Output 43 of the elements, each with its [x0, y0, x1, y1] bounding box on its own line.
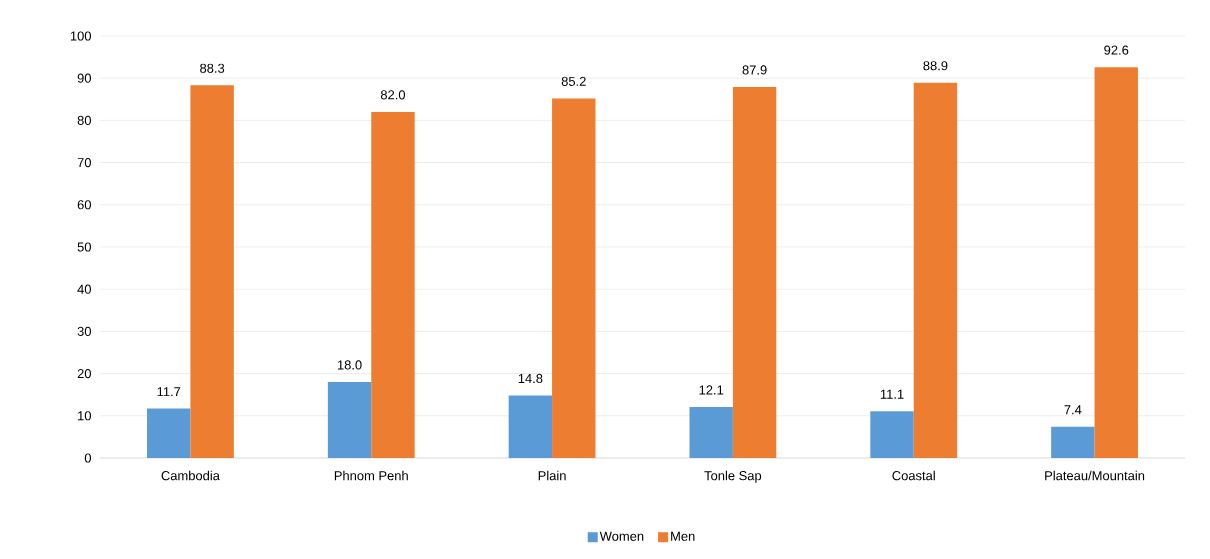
data-label: 12.1	[699, 385, 724, 395]
y-tick-label: 0	[84, 453, 91, 463]
y-tick-label: 80	[77, 115, 91, 125]
data-label: 14.8	[518, 373, 543, 384]
x-tick-label: Tonle Sap	[704, 470, 762, 483]
data-label: 11.7	[157, 387, 181, 397]
data-label: 11.1	[880, 389, 904, 399]
x-tick-label: Plain	[538, 470, 566, 481]
y-tick-label: 40	[77, 284, 91, 294]
data-label: 7.4	[1064, 405, 1082, 415]
x-tick-label: Phnom Penh	[334, 470, 408, 481]
bar	[1051, 426, 1095, 458]
x-tick-label: Plateau/Mountain	[1045, 470, 1145, 481]
bar	[870, 411, 914, 458]
x-tick-label: Coastal	[892, 470, 935, 481]
bar	[913, 82, 958, 458]
data-label: 82.0	[380, 90, 406, 100]
y-tick-label: 50	[77, 242, 91, 252]
y-tick-label: 90	[77, 73, 91, 83]
data-label: 88.9	[923, 61, 948, 71]
legend-label: Women	[599, 531, 644, 541]
legend-label: Men	[671, 531, 695, 541]
y-tick-label: 60	[77, 200, 91, 210]
data-label: 87.9	[742, 65, 767, 75]
data-label: 92.6	[1104, 45, 1129, 55]
bar	[508, 395, 553, 458]
data-label: 88.3	[200, 63, 225, 73]
x-tick-label: Cambodia	[161, 470, 220, 481]
bar	[732, 87, 777, 458]
y-tick-label: 100	[70, 31, 91, 41]
bar	[552, 98, 596, 458]
bar	[1094, 67, 1138, 458]
bar	[327, 382, 372, 458]
y-tick-label: 30	[77, 326, 91, 336]
bar	[147, 408, 191, 458]
bar	[689, 406, 733, 458]
y-tick-label: 10	[78, 411, 91, 421]
bar	[190, 85, 234, 458]
y-tick-label: 20	[77, 369, 91, 379]
data-label: 18.0	[337, 360, 362, 370]
data-label: 85.2	[561, 76, 586, 86]
y-tick-label: 70	[77, 158, 91, 168]
bar	[371, 111, 415, 458]
